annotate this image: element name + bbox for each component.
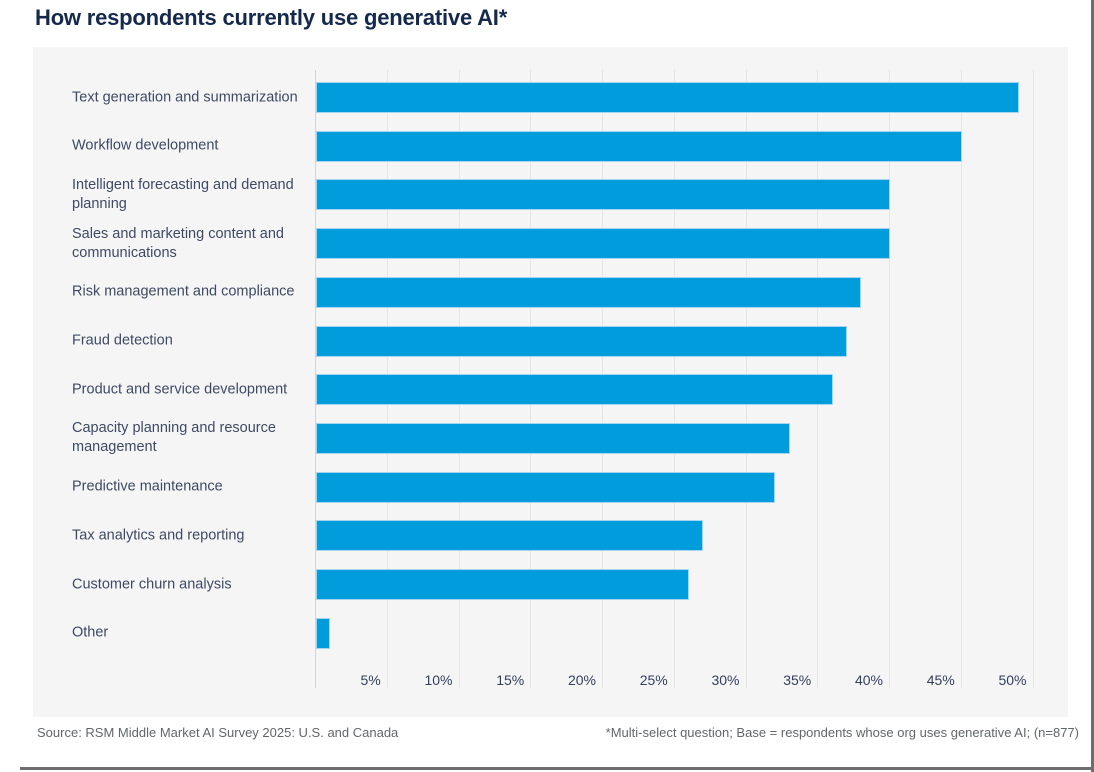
x-tick-label: 45%: [926, 672, 955, 688]
source-note: Source: RSM Middle Market AI Survey 2025…: [37, 725, 399, 740]
x-tick-label: 35%: [783, 672, 812, 688]
page-bottom-border: [20, 767, 1094, 770]
plot-area: 5% 10% 15% 20% 25% 30% 35% 40% 45% 50% Text genera…: [33, 47, 1068, 717]
bar-2: [316, 130, 962, 162]
x-tick-label: 25%: [639, 672, 668, 688]
category-label: Risk management and compliance: [72, 283, 295, 300]
category-label: Text generation and summarization: [72, 89, 298, 105]
bar-10: [316, 520, 704, 552]
x-tick-label: 40%: [854, 672, 883, 688]
bar-9: [316, 471, 776, 503]
x-tick-label: 20%: [567, 672, 596, 688]
bar-12: [316, 617, 331, 649]
category-label: Product and service development: [72, 381, 288, 398]
bar-1: [316, 82, 1020, 113]
x-gridline: [889, 70, 890, 688]
x-tick-label: 10%: [424, 672, 453, 688]
x-gridline: [1032, 70, 1034, 688]
category-label: Fraud detection: [72, 332, 173, 349]
bar-3: [316, 179, 890, 211]
x-tick-label: 15%: [496, 672, 525, 688]
x-gridline: [960, 70, 962, 688]
x-tick-label: 30%: [711, 672, 740, 688]
category-label: Sales and marketing content and communic…: [72, 225, 284, 261]
bar-11: [316, 569, 690, 600]
category-label: Workflow development: [72, 137, 219, 154]
bar-8: [316, 422, 790, 454]
bar-5: [316, 276, 862, 308]
bar-4: [316, 228, 890, 260]
chart-title: How respondents currently use generative…: [35, 5, 508, 30]
bar-6: [316, 325, 847, 357]
category-label: Other: [72, 624, 109, 641]
x-tick-label: 5%: [360, 672, 381, 688]
footnote: *Multi-select question; Base = responden…: [605, 725, 1079, 740]
y-axis-line: [315, 70, 316, 688]
category-label: Intelligent forecasting and demand plann…: [72, 176, 294, 212]
category-label: Tax analytics and reporting: [72, 527, 245, 544]
page-right-border: [1091, 0, 1094, 772]
category-label: Predictive maintenance: [72, 478, 223, 495]
category-label: Capacity planning and resource managemen…: [72, 420, 276, 456]
x-tick-label: 50%: [998, 672, 1027, 688]
category-label: Customer churn analysis: [72, 576, 232, 592]
bar-7: [316, 374, 833, 406]
